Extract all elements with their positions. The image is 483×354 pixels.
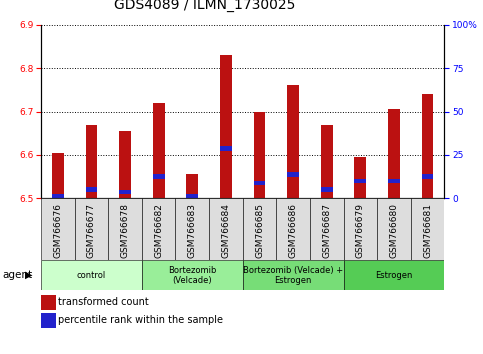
- Text: Bortezomib (Velcade) +
Estrogen: Bortezomib (Velcade) + Estrogen: [243, 266, 343, 285]
- Bar: [355, 179, 366, 183]
- Text: GSM766677: GSM766677: [87, 203, 96, 258]
- Bar: [254, 181, 265, 185]
- Bar: [388, 179, 400, 183]
- Bar: [411, 198, 444, 260]
- Bar: [52, 153, 64, 198]
- Bar: [85, 187, 98, 192]
- Bar: [220, 55, 232, 198]
- Bar: [41, 198, 75, 260]
- Text: GSM766679: GSM766679: [356, 203, 365, 258]
- Text: GSM766678: GSM766678: [121, 203, 129, 258]
- Bar: [41, 295, 56, 309]
- Bar: [242, 260, 343, 290]
- Text: Estrogen: Estrogen: [375, 271, 412, 280]
- Bar: [52, 194, 64, 198]
- Bar: [41, 313, 56, 328]
- Bar: [321, 125, 333, 198]
- Bar: [153, 103, 165, 198]
- Bar: [75, 198, 108, 260]
- Bar: [108, 198, 142, 260]
- Text: transformed count: transformed count: [58, 297, 149, 307]
- Text: GSM766676: GSM766676: [53, 203, 62, 258]
- Bar: [321, 187, 333, 192]
- Text: Bortezomib
(Velcade): Bortezomib (Velcade): [168, 266, 216, 285]
- Text: GSM766682: GSM766682: [154, 203, 163, 258]
- Text: control: control: [77, 271, 106, 280]
- Bar: [209, 198, 242, 260]
- Text: GSM766681: GSM766681: [423, 203, 432, 258]
- Bar: [186, 175, 198, 198]
- Text: GSM766687: GSM766687: [322, 203, 331, 258]
- Bar: [254, 112, 265, 198]
- Text: GDS4089 / ILMN_1730025: GDS4089 / ILMN_1730025: [114, 0, 295, 12]
- Bar: [287, 172, 299, 177]
- Text: ▶: ▶: [25, 270, 33, 280]
- Bar: [242, 198, 276, 260]
- Text: GSM766683: GSM766683: [188, 203, 197, 258]
- Bar: [422, 175, 433, 179]
- Bar: [310, 198, 343, 260]
- Text: GSM766686: GSM766686: [289, 203, 298, 258]
- Bar: [175, 198, 209, 260]
- Bar: [220, 146, 232, 150]
- Bar: [377, 198, 411, 260]
- Bar: [422, 94, 433, 198]
- Text: agent: agent: [2, 270, 32, 280]
- Bar: [85, 125, 98, 198]
- Bar: [41, 260, 142, 290]
- Bar: [142, 198, 175, 260]
- Bar: [186, 194, 198, 198]
- Bar: [119, 131, 131, 198]
- Text: percentile rank within the sample: percentile rank within the sample: [58, 315, 223, 325]
- Text: GSM766684: GSM766684: [221, 203, 230, 258]
- Bar: [388, 109, 400, 198]
- Bar: [119, 190, 131, 194]
- Bar: [355, 157, 366, 198]
- Text: GSM766685: GSM766685: [255, 203, 264, 258]
- Bar: [287, 86, 299, 198]
- Bar: [276, 198, 310, 260]
- Bar: [343, 198, 377, 260]
- Bar: [142, 260, 242, 290]
- Text: GSM766680: GSM766680: [389, 203, 398, 258]
- Bar: [343, 260, 444, 290]
- Bar: [153, 175, 165, 179]
